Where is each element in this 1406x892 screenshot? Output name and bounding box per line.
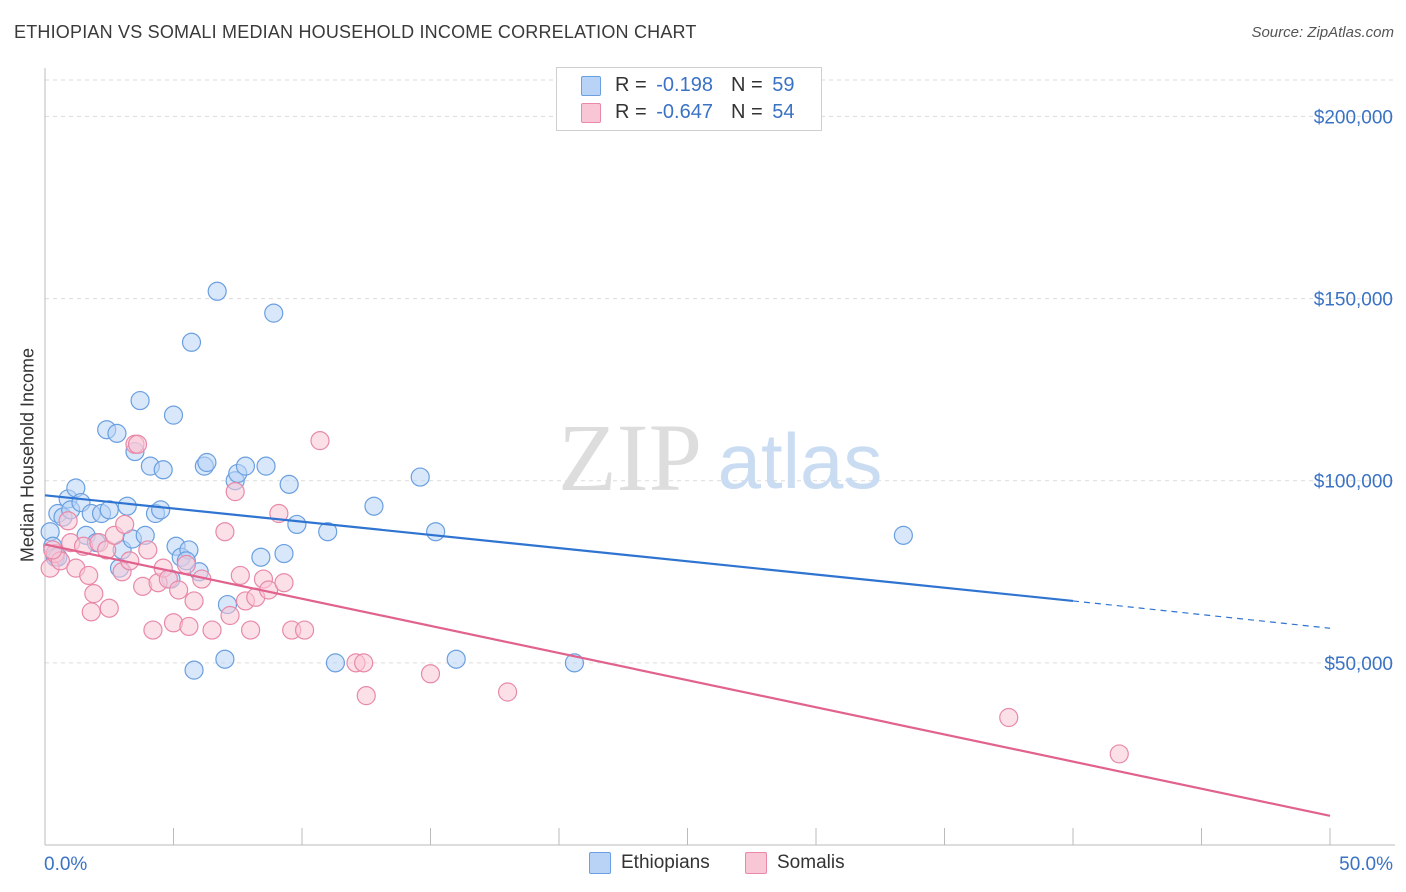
data-point (999, 707, 1019, 728)
y-tick-label: $100,000 (1314, 472, 1393, 493)
y-tick-label: $200,000 (1314, 107, 1393, 128)
y-tick-label: $150,000 (1314, 290, 1393, 311)
data-point (294, 620, 315, 640)
data-point (241, 620, 261, 640)
legend-swatch-somalis (581, 102, 601, 123)
data-point (81, 602, 101, 622)
data-point (202, 620, 222, 640)
data-point (225, 482, 245, 502)
data-point (99, 598, 119, 618)
legend-n-value: 59 (772, 74, 795, 96)
data-point (79, 565, 99, 586)
data-point (279, 474, 299, 494)
data-point (318, 522, 338, 542)
data-point (115, 514, 135, 535)
data-point (410, 467, 430, 487)
legend-r-value: -0.198 (656, 74, 713, 96)
data-point (1109, 744, 1129, 764)
data-point (169, 580, 189, 600)
legend-label-somalis: Somalis (777, 852, 845, 874)
y-tick-label: $50,000 (1324, 654, 1393, 675)
data-point (184, 591, 204, 611)
data-point (256, 456, 276, 476)
data-point (179, 616, 199, 637)
data-point (325, 653, 346, 673)
legend-r-label: R = (615, 74, 647, 96)
data-point (130, 390, 150, 411)
data-point (215, 522, 235, 542)
legend-swatch-ethiopians (581, 75, 601, 96)
legend-label-ethiopians: Ethiopians (621, 852, 710, 874)
data-point (153, 460, 173, 480)
tick-labels: $50,000 $100,000 $150,000 $200,000 0.0% 50.0% (44, 107, 1393, 875)
axes (44, 68, 1395, 846)
chart-title: ETHIOPIAN VS SOMALI MEDIAN HOUSEHOLD INC… (14, 22, 697, 42)
data-point (354, 653, 374, 673)
source-credit: Source: ZipAtlas.com (1251, 24, 1394, 41)
data-point (181, 332, 202, 352)
data-point (138, 540, 158, 560)
data-point (564, 653, 585, 673)
data-point (151, 500, 171, 520)
legend-r-value: -0.647 (656, 101, 713, 123)
trend-lines (44, 494, 1331, 817)
watermark: ZIP atlas (558, 404, 882, 511)
data-point (356, 686, 376, 706)
data-point (197, 452, 217, 473)
data-point (446, 649, 466, 669)
data-point (220, 605, 240, 626)
data-point (107, 423, 127, 443)
legend-item-somalis[interactable]: Somalis (745, 852, 845, 874)
data-point (176, 554, 196, 575)
data-point (251, 547, 271, 567)
legend-n-value: 54 (772, 101, 795, 123)
data-point (274, 573, 294, 593)
data-point (43, 540, 63, 560)
legend-n-label: N = (730, 74, 763, 96)
data-point (215, 649, 235, 669)
watermark-atlas: atlas (718, 417, 883, 505)
trend-line (44, 543, 1331, 817)
legend-r-label: R = (615, 101, 647, 123)
data-point (498, 682, 518, 702)
legend-swatch-ethiopians (589, 852, 611, 874)
data-point (274, 543, 294, 564)
data-point (117, 496, 137, 516)
correlation-legend: R = -0.198 N = 59 R = -0.647 N = 54 (556, 67, 822, 131)
data-point (426, 522, 446, 542)
legend-row-somalis: R = -0.647 N = 54 (581, 101, 794, 127)
data-point (230, 565, 250, 586)
data-point (58, 511, 78, 531)
data-point (127, 434, 148, 454)
data-point (84, 584, 104, 604)
data-point (264, 303, 284, 323)
x-tick-label-end: 50.0% (1339, 854, 1393, 875)
legend-n-label: N = (730, 101, 763, 123)
data-point (893, 525, 913, 545)
trend-line-extension (1072, 600, 1331, 629)
data-point (287, 514, 307, 535)
legend-item-ethiopians[interactable]: Ethiopians (589, 852, 710, 874)
data-point (163, 405, 184, 425)
watermark-zip: ZIP (558, 404, 702, 511)
x-tick-label-start: 0.0% (44, 854, 87, 875)
data-point (184, 660, 204, 680)
legend-swatch-somalis (745, 852, 767, 874)
legend-row-ethiopians: R = -0.198 N = 59 (581, 74, 794, 100)
data-point (420, 664, 441, 684)
data-point (235, 456, 256, 476)
trend-line (44, 494, 1074, 603)
data-point (364, 496, 384, 516)
data-point (143, 620, 163, 640)
data-point (310, 431, 330, 451)
series-somalis-points (40, 431, 1129, 764)
data-point (207, 281, 227, 301)
